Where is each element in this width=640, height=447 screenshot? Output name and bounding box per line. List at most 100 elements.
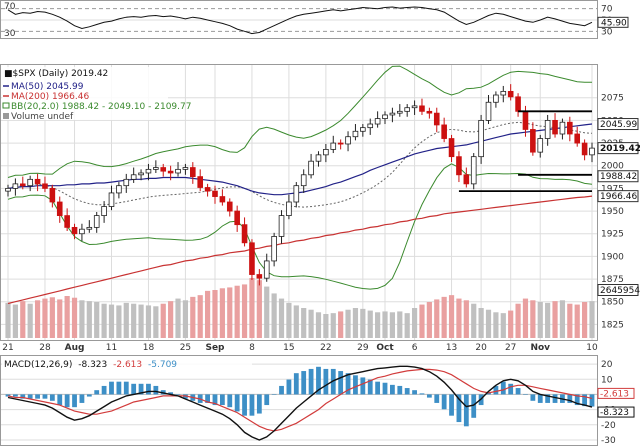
macd-histogram-bar	[86, 394, 92, 397]
price-tick-label-1850: 1850	[601, 298, 624, 308]
candle-body	[374, 118, 381, 125]
x-tick-label-18: 18	[143, 343, 155, 353]
macd-histogram-bar	[589, 394, 595, 407]
macd-histogram-bar	[523, 394, 528, 395]
legend-bb-values: 1988.42 - 2049.10 - 2109.77	[62, 102, 192, 112]
rsi-value-text: 45.90	[601, 18, 627, 28]
candle-body	[389, 112, 396, 116]
volume-bar	[426, 302, 432, 338]
candle-body	[34, 178, 41, 185]
candle-body	[212, 190, 218, 197]
bb-middle-line	[7, 121, 593, 208]
macd-value-box	[597, 387, 635, 399]
candle-body	[470, 156, 477, 185]
price-value-box	[597, 142, 639, 155]
macd-histogram-bar	[138, 383, 144, 395]
macd-histogram-bar	[456, 394, 462, 423]
candle-body	[463, 174, 470, 185]
macd-histogram-bar	[449, 394, 454, 416]
volume-bar	[197, 295, 203, 338]
macd-histogram-bar	[94, 390, 100, 395]
x-tick-label-Aug: Aug	[65, 343, 85, 353]
volume-bar	[352, 308, 359, 338]
price-value-text: 1988.42	[600, 172, 637, 182]
legend-symbol-prefix: ■	[4, 69, 13, 79]
candle-body	[581, 142, 588, 156]
volume-value-box	[597, 284, 639, 296]
rsi-panel: 70 30 705030 45.90	[0, 0, 629, 39]
candle-body	[234, 210, 240, 226]
macd-histogram-bar	[537, 394, 543, 403]
volume-bar	[49, 297, 55, 338]
price-tick-label-1900: 1900	[601, 252, 624, 262]
candle-body	[567, 121, 573, 135]
volume-bar	[227, 287, 233, 338]
macd-histogram-bar	[316, 366, 321, 395]
volume-bar	[574, 304, 580, 338]
volume-bar	[552, 301, 558, 338]
price-tick-label-1975: 1975	[601, 184, 624, 194]
volume-bar	[27, 303, 33, 338]
x-tick-label-15: 15	[283, 343, 294, 353]
volume-bar	[582, 302, 588, 338]
volume-bar	[567, 303, 573, 338]
macd-histogram-bar	[109, 381, 114, 395]
macd-histogram-bar	[493, 385, 499, 395]
x-tick-label-22: 22	[320, 343, 331, 353]
candle-body	[485, 101, 492, 121]
candle-body	[559, 121, 566, 135]
macd-histogram-bar	[35, 394, 40, 399]
candle-body	[79, 228, 85, 235]
macd-legend-hist-value: -5.709	[148, 360, 177, 370]
volume-bar	[404, 313, 410, 338]
macd-value-box	[597, 406, 635, 418]
macd-histogram-bar	[301, 371, 307, 395]
volume-bar	[293, 305, 299, 338]
macd-signal-line	[7, 368, 593, 432]
volume-bar	[471, 303, 477, 338]
candle-body	[382, 114, 388, 119]
macd-histogram-bar	[567, 394, 573, 403]
macd-histogram-bar	[367, 379, 373, 395]
candle-body	[27, 178, 33, 187]
candle-body	[367, 123, 374, 129]
volume-bar	[330, 313, 336, 338]
volume-bar	[508, 310, 514, 338]
macd-histogram-bar	[412, 390, 417, 395]
volume-bar	[493, 312, 499, 338]
volume-bar	[419, 304, 425, 338]
macd-histogram-bar	[375, 381, 381, 395]
x-tick-label-20: 20	[475, 343, 487, 353]
candle-body	[19, 183, 26, 187]
x-tick-label-10: 10	[586, 343, 598, 353]
macd-histogram-bar	[552, 394, 558, 403]
macd-histogram-bar	[27, 394, 33, 399]
candle-body	[411, 105, 418, 109]
candle-body	[108, 192, 115, 207]
macd-histogram-bar	[426, 394, 432, 398]
volume-bar	[153, 306, 159, 338]
macd-histogram-bar	[404, 388, 410, 395]
x-axis: 21 28 Aug 11 18 25 Sep 8 15 22 29 Oct 6 13 20 27 Nov 10	[2, 343, 598, 353]
price-tick-label-1925: 1925	[601, 230, 624, 240]
macd-histogram-bar	[242, 394, 247, 416]
bb-upper-line	[7, 65, 593, 178]
volume-bar	[71, 297, 78, 338]
volume-bar	[42, 298, 48, 338]
rsi-level-70-label: 70	[4, 2, 16, 12]
candle-body	[352, 130, 359, 138]
candle-body	[278, 215, 285, 237]
macd-histogram-bar	[12, 394, 18, 397]
candle-body	[138, 172, 144, 176]
rsi-level-30-label: 30	[4, 29, 16, 39]
candle-body	[448, 138, 455, 158]
macd-panel: 20100-10-20-30 -2.613-8.323 MACD(12,26,9…	[0, 355, 635, 446]
candle-body	[552, 120, 558, 135]
candle-body	[337, 142, 344, 145]
volume-bar	[190, 296, 196, 338]
price-tick-label-1950: 1950	[601, 207, 624, 217]
candle-body	[345, 136, 351, 145]
volume-bar	[64, 296, 70, 338]
candle-body	[5, 187, 11, 192]
volume-bar	[463, 300, 469, 338]
